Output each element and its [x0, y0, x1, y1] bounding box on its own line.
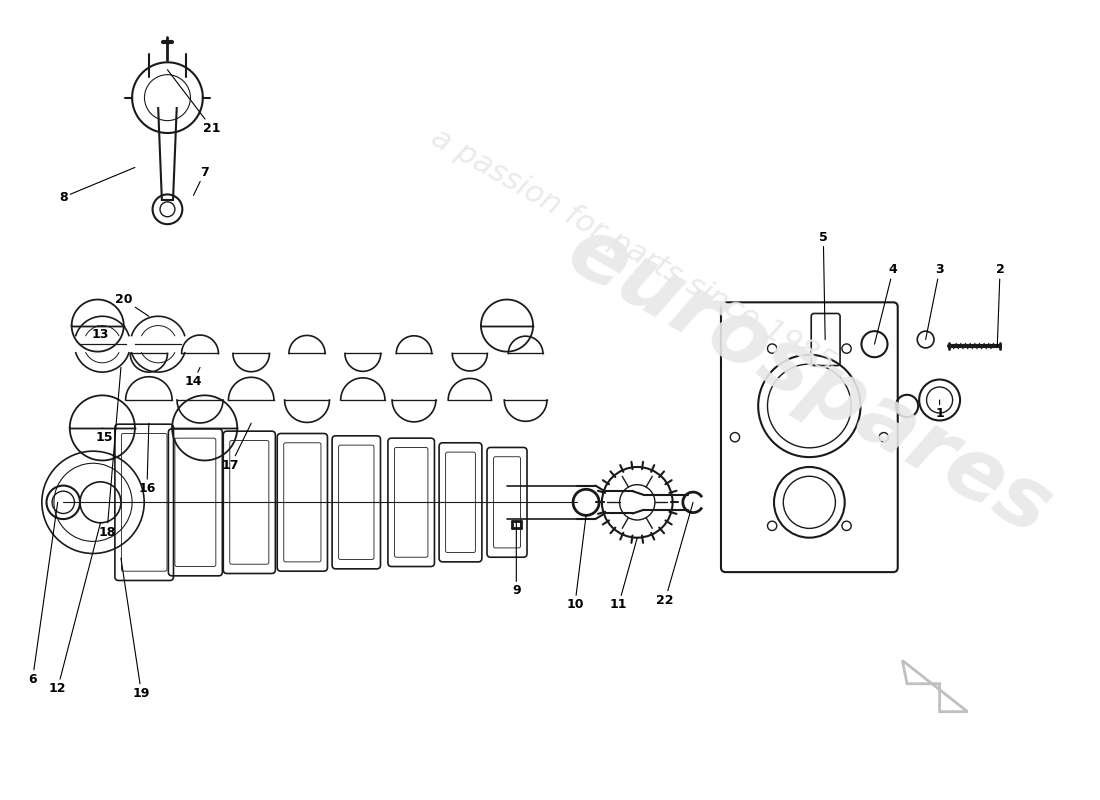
Text: 12: 12: [48, 522, 100, 695]
Text: 22: 22: [657, 502, 693, 606]
Text: 10: 10: [566, 515, 586, 611]
Text: 3: 3: [925, 263, 944, 339]
Text: 15: 15: [96, 428, 113, 444]
Text: 16: 16: [139, 423, 156, 495]
Text: eurospares: eurospares: [553, 210, 1066, 554]
Text: 5: 5: [818, 230, 827, 339]
Text: a passion for parts since 1985: a passion for parts since 1985: [426, 123, 839, 379]
Text: 6: 6: [29, 502, 57, 686]
Text: 14: 14: [185, 367, 202, 388]
Text: 20: 20: [116, 293, 148, 316]
Text: 8: 8: [59, 167, 135, 204]
Text: 19: 19: [121, 558, 150, 699]
Text: 13: 13: [91, 326, 109, 342]
Text: 9: 9: [512, 521, 520, 598]
Text: 17: 17: [222, 423, 251, 472]
Text: 18: 18: [98, 367, 121, 538]
Text: 4: 4: [874, 263, 898, 344]
Text: 21: 21: [167, 70, 221, 135]
Text: 1: 1: [935, 400, 944, 421]
Text: 2: 2: [996, 263, 1004, 346]
Text: 11: 11: [609, 538, 637, 611]
Text: 7: 7: [194, 166, 209, 195]
